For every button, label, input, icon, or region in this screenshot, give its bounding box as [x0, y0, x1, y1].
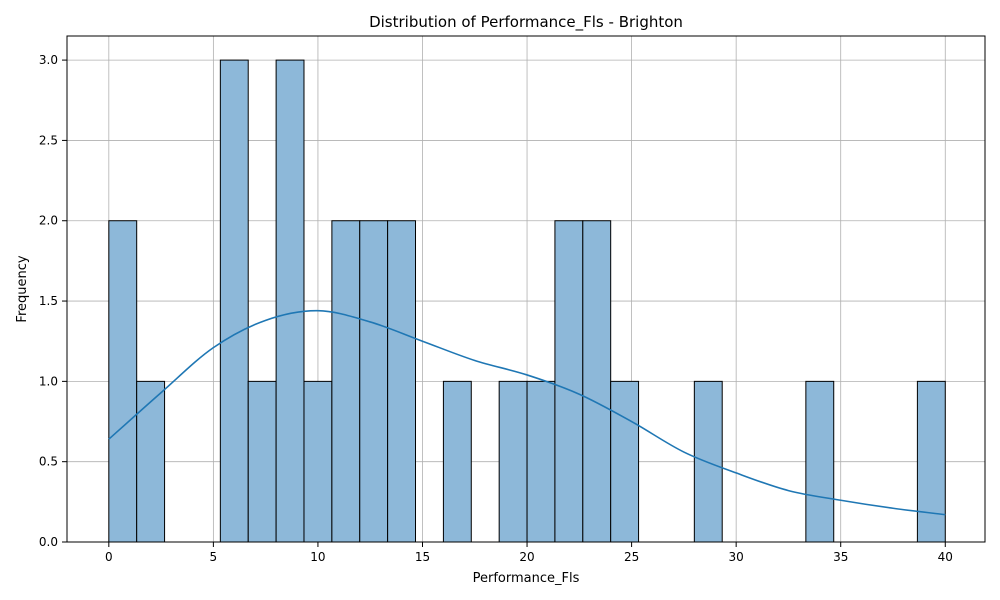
histogram-bar: [331, 220, 361, 543]
histogram-bar: [108, 220, 138, 543]
x-tick-label: 35: [833, 550, 848, 564]
histogram-bar: [582, 220, 612, 543]
x-axis-label: Performance_Fls: [473, 571, 580, 586]
histogram-bar: [359, 220, 389, 543]
y-axis-ticks: 0.0 0.5 1.0 1.5 2.0 2.5 3.0: [39, 53, 67, 549]
x-tick-label: 0: [105, 550, 113, 564]
histogram-bar: [219, 59, 249, 543]
x-tick-label: 10: [310, 550, 325, 564]
histogram-bar: [693, 380, 723, 543]
histogram-bar: [275, 59, 305, 543]
y-tick-label: 0.5: [39, 455, 58, 469]
plot-frame: [66, 35, 986, 543]
y-tick-label: 0.0: [39, 535, 58, 549]
x-tick-label: 30: [729, 550, 744, 564]
x-tick-label: 25: [624, 550, 639, 564]
y-tick-label: 2.5: [39, 133, 58, 147]
histogram-bar: [247, 380, 277, 543]
y-tick-label: 1.5: [39, 294, 58, 308]
bars: [108, 59, 946, 543]
x-tick-label: 15: [415, 550, 430, 564]
histogram-bar: [805, 380, 835, 543]
histogram-bar: [136, 380, 166, 543]
x-tick-label: 20: [519, 550, 534, 564]
histogram-bar: [554, 220, 584, 543]
histogram-bar: [442, 380, 472, 543]
histogram-bar: [303, 380, 333, 543]
histogram-bar: [498, 380, 528, 543]
x-tick-label: 40: [938, 550, 953, 564]
y-tick-label: 1.0: [39, 374, 58, 388]
histogram-bar: [526, 380, 556, 543]
x-tick-label: 5: [210, 550, 218, 564]
y-tick-label: 2.0: [39, 214, 58, 228]
histogram-bar: [916, 380, 946, 543]
y-tick-label: 3.0: [39, 53, 58, 67]
y-axis-label: Frequency: [15, 255, 30, 322]
kde-curve: [108, 309, 946, 516]
x-axis-ticks: 0 5 10 15 20 25 30 35 40: [105, 542, 953, 564]
chart-title: Distribution of Performance_Fls - Bright…: [369, 13, 683, 32]
histogram-bar: [387, 220, 417, 543]
histogram-bar: [610, 380, 640, 543]
